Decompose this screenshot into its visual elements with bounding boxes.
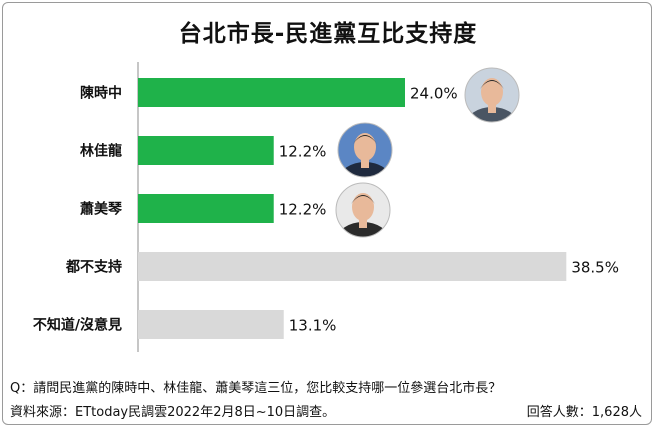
value-label-0: 24.0% <box>410 85 458 103</box>
survey-question: Q：請問民進黨的陳時中、林佳龍、蕭美琴這三位，您比較支持哪一位參選台北市長？ <box>10 381 502 396</box>
portrait-photo-0 <box>464 67 520 123</box>
value-label-4: 13.1% <box>289 317 337 335</box>
chart-frame <box>2 2 652 425</box>
category-label-2: 蕭美琴 <box>80 201 123 218</box>
data-source: 資料來源：ETtoday民調雲2022年2月8日~10日調查。 <box>10 405 336 420</box>
category-label-1: 林佳龍 <box>80 143 122 160</box>
portrait-photo-1 <box>337 122 393 178</box>
value-label-2: 12.2% <box>279 201 327 219</box>
value-label-1: 12.2% <box>279 143 327 161</box>
bar-3 <box>138 252 567 281</box>
bar-2 <box>138 194 274 223</box>
bar-4 <box>138 310 284 339</box>
value-label-3: 38.5% <box>571 259 619 277</box>
chart-title: 台北市長-民進黨互比支持度 <box>178 21 478 47</box>
bar-0 <box>138 78 405 107</box>
respondent-count: 回答人數：1,628人 <box>526 405 642 420</box>
category-label-3: 都不支持 <box>65 259 122 276</box>
portrait-photo-2 <box>335 182 391 238</box>
category-label-4: 不知道/沒意見 <box>33 317 122 334</box>
category-label-0: 陳時中 <box>80 85 122 102</box>
bar-1 <box>138 136 274 165</box>
